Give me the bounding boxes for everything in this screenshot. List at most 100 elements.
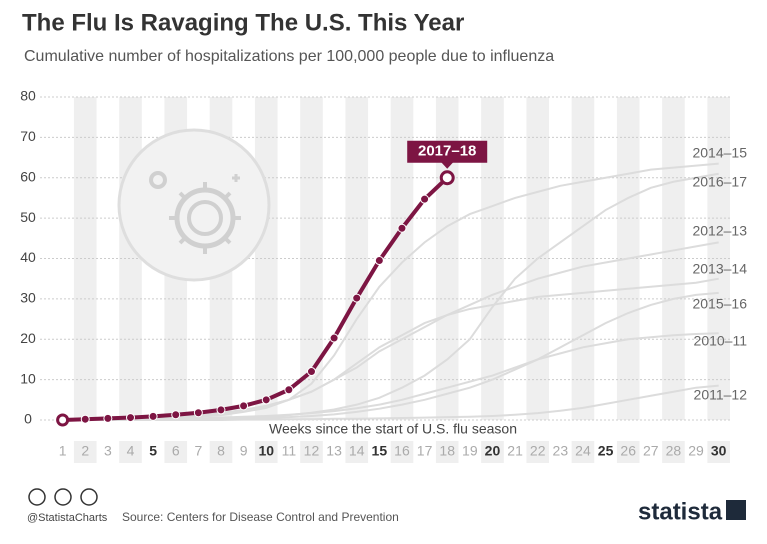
stripe [662,441,685,463]
x-tick-label: 19 [462,443,478,459]
point [171,410,181,420]
x-tick-label: 14 [349,443,365,459]
x-tick-label: 6 [172,443,180,459]
stripe [164,441,188,463]
y-tick-label: 70 [20,128,36,144]
point [56,413,70,427]
x-tick-label: 4 [127,443,135,459]
x-axis-label: Weeks since the start of U.S. flu season [269,421,517,437]
x-tick-label: 16 [394,443,410,459]
stripe [345,441,369,463]
x-tick-label: 12 [304,443,320,459]
x-tick-label: 28 [666,443,682,459]
y-tick-label: 60 [20,168,36,184]
series-label: 2011–12 [694,387,748,403]
stripe [481,441,504,463]
x-tick-label: 22 [530,443,546,459]
point [420,194,430,204]
grid [40,96,730,421]
x-tick-label: 26 [620,443,636,459]
brand-logo [726,500,746,520]
tag-label: 2017–18 [418,143,476,160]
x-tick-label: 2 [81,443,89,459]
x-tick-label: 29 [688,443,704,459]
stripe [119,441,142,463]
point [80,414,90,424]
y-tick-label: 40 [20,249,36,265]
x-tick-label: 13 [326,443,342,459]
stripe [707,441,730,463]
source: Source: Centers for Disease Control and … [122,510,399,524]
brand: statista [638,498,723,525]
stripe [526,441,550,463]
x-tick-label: 27 [643,443,659,459]
point [148,411,158,421]
series-line [62,384,719,421]
x-tick-label: 23 [553,443,569,459]
stripe [209,441,233,463]
x-tick-label: 5 [149,443,157,459]
point [397,223,407,233]
footer: @StatistaCharts Source: Centers for Dise… [27,488,746,525]
point [306,367,316,377]
stripe [616,441,640,463]
point [239,401,249,411]
x-tick-label: 20 [485,443,501,459]
stripe [73,441,97,463]
chart-title: The Flu Is Ravaging The U.S. This Year [22,9,464,36]
stripe [571,97,595,420]
stripe [571,441,595,463]
y-tick-label: 80 [20,88,36,104]
series-label: 2015–16 [692,296,747,312]
stripe [254,441,278,463]
series-label: 2012–13 [692,223,747,239]
x-tick-label: 18 [439,443,455,459]
stripe [300,441,323,463]
tag-pointer [441,162,454,169]
point [439,170,455,186]
series-line [62,277,719,421]
x-tick-label: 1 [59,443,67,459]
point [216,405,226,415]
series-label: 2014–15 [692,145,747,161]
stripe [390,441,414,463]
y-tick-label: 50 [20,209,36,225]
x-tick-label: 21 [507,443,523,459]
handle: @StatistaCharts [27,512,108,524]
y-tick-label: 0 [24,411,32,427]
x-tick-label: 10 [258,443,274,459]
point [103,413,113,423]
series-label: 2010–11 [694,333,748,349]
cc-icon [28,488,46,506]
x-tick-label: 7 [194,443,202,459]
point [125,413,135,423]
x-tick-label: 25 [598,443,614,459]
tag-box [407,140,488,163]
by-icon [54,488,72,506]
stripe [254,97,278,420]
x-tick-label: 11 [282,443,297,459]
x-tick-label: 30 [711,443,727,459]
point [261,395,271,405]
x-tick-label: 3 [104,443,112,459]
x-tick-label: 9 [240,443,248,459]
point [193,408,203,418]
point [374,256,384,266]
x-tick-label: 8 [217,443,225,459]
series-line [62,332,719,421]
x-tick-label: 24 [575,443,591,459]
stripe [435,441,459,463]
nd-icon [80,488,98,506]
x-tick-label: 17 [417,443,433,459]
series-label: 2013–14 [692,261,747,277]
chart-subtitle: Cumulative number of hospitalizations pe… [24,48,554,65]
y-tick-label: 10 [20,370,36,386]
point [352,293,362,303]
stripe [119,97,142,420]
x-tick-label: 15 [372,443,388,459]
y-tick-label: 20 [20,330,36,346]
point [329,333,339,343]
point [284,385,294,395]
